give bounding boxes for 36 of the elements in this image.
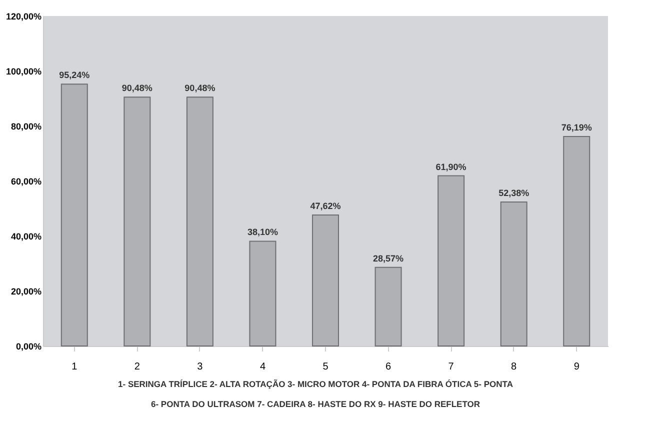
bar — [563, 136, 590, 346]
data-label: 95,24% — [59, 70, 90, 80]
data-label: 28,57% — [373, 253, 404, 264]
y-tick-label: 20,00% — [10, 286, 42, 296]
y-tick-label: 40,00% — [10, 232, 42, 242]
y-tick-label: 80,00% — [10, 122, 42, 132]
bar — [438, 175, 465, 346]
text: 1- SERINGA TRÍPLICE 2- ALTA ROTAÇÃO 3- MICRO MOTOR 4- PONTA DA FIBRA ÓTICA 5- PONTA — [118, 379, 513, 389]
y-tick-label: 0,00% — [16, 342, 42, 352]
bar — [374, 266, 402, 346]
x-tick-label: 3 — [197, 362, 204, 372]
x-tick-label: 4 — [260, 362, 266, 372]
data-label: 61,90% — [436, 162, 466, 172]
data-label: 47,62% — [310, 201, 341, 212]
data-label: 90,48% — [122, 83, 152, 94]
bar — [500, 201, 528, 346]
bar — [60, 84, 88, 346]
data-label: 38,10% — [247, 227, 278, 238]
x-tick-label: 1 — [72, 362, 78, 372]
y-tick-label: 120,00% — [6, 12, 42, 22]
bar — [312, 214, 339, 346]
bar — [186, 96, 214, 346]
x-tick-label: 9 — [574, 362, 580, 372]
data-label: 76,19% — [561, 122, 592, 132]
data-label: 52,38% — [498, 188, 530, 198]
x-tick-label: 6 — [385, 362, 392, 372]
text: 6- PONTA DO ULTRASOM 7- CADEIRA 8- HASTE DO RX 9- HASTE DO REFLETOR — [151, 399, 480, 409]
y-tick-label: 60,00% — [10, 176, 42, 186]
data-label: 90,48% — [184, 83, 216, 94]
x-tick-label: 7 — [448, 362, 454, 372]
x-tick-label: 8 — [511, 362, 518, 372]
x-tick-label: 2 — [134, 362, 140, 372]
x-tick-label: 5 — [322, 362, 329, 372]
y-tick-label: 100,00% — [6, 66, 42, 76]
bar — [249, 240, 276, 346]
bar — [124, 96, 151, 346]
